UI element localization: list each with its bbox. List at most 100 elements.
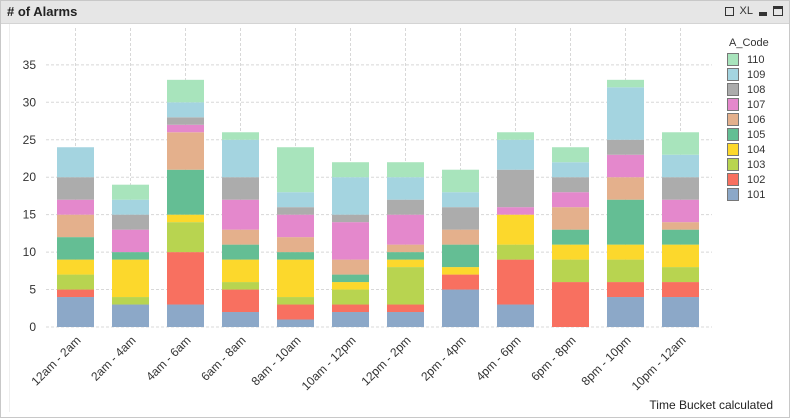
bar-segment-101[interactable] [57,297,94,327]
bar-segment-101[interactable] [442,289,479,327]
bar-stack[interactable] [222,132,259,327]
bar-stack[interactable] [332,162,369,327]
bar-segment-101[interactable] [277,319,314,327]
bar-segment-103[interactable] [57,274,94,290]
bar-segment-107[interactable] [662,199,699,223]
bar-segment-105[interactable] [167,169,204,215]
bar-stack[interactable] [552,147,589,327]
bar-segment-105[interactable] [112,252,149,260]
bar-segment-108[interactable] [277,207,314,215]
bar-segment-102[interactable] [277,304,314,320]
bar-segment-108[interactable] [332,214,369,223]
bar-segment-110[interactable] [167,79,204,103]
bar-segment-102[interactable] [222,289,259,313]
bar-segment-110[interactable] [662,132,699,155]
bar-segment-106[interactable] [387,244,424,253]
bar-segment-103[interactable] [112,297,149,305]
bar-segment-107[interactable] [222,199,259,230]
bar-segment-107[interactable] [57,199,94,215]
bar-segment-103[interactable] [332,289,369,305]
bar-segment-104[interactable] [167,214,204,223]
legend-item-110[interactable]: 110 [727,52,769,67]
minimize-icon[interactable] [759,12,767,16]
bar-segment-106[interactable] [607,177,644,200]
bar-segment-109[interactable] [57,147,94,178]
bar-segment-105[interactable] [277,252,314,260]
bar-segment-107[interactable] [112,229,149,253]
bar-segment-110[interactable] [442,169,479,193]
bar-segment-105[interactable] [662,229,699,245]
bar-segment-105[interactable] [57,237,94,260]
bar-segment-109[interactable] [277,192,314,208]
bar-segment-110[interactable] [112,184,149,200]
bar-segment-102[interactable] [552,282,589,327]
bar-segment-104[interactable] [112,259,149,298]
bar-segment-109[interactable] [442,192,479,208]
bar-stack[interactable] [607,79,644,327]
bar-segment-102[interactable] [57,289,94,298]
bar-stack[interactable] [167,79,204,327]
bar-segment-107[interactable] [387,214,424,245]
bar-segment-110[interactable] [387,162,424,178]
bar-segment-107[interactable] [497,207,534,215]
bar-segment-110[interactable] [332,162,369,178]
bar-segment-106[interactable] [167,132,204,170]
bar-segment-101[interactable] [607,297,644,327]
legend-item-106[interactable]: 106 [727,112,769,127]
legend-item-105[interactable]: 105 [727,127,769,142]
bar-segment-103[interactable] [222,282,259,290]
bar-segment-108[interactable] [552,177,589,193]
bar-segment-104[interactable] [442,267,479,275]
bar-segment-108[interactable] [387,199,424,215]
legend-item-101[interactable]: 101 [727,187,769,202]
bar-segment-104[interactable] [662,244,699,268]
bar-segment-105[interactable] [332,274,369,283]
bar-segment-104[interactable] [277,259,314,298]
legend-item-104[interactable]: 104 [727,142,769,157]
bar-segment-105[interactable] [442,244,479,268]
bar-stack[interactable] [662,132,699,327]
bar-segment-109[interactable] [662,154,699,178]
bar-segment-107[interactable] [277,214,314,238]
maximize-icon[interactable] [773,6,783,16]
bar-segment-109[interactable] [332,177,369,215]
bar-segment-106[interactable] [552,207,589,230]
bar-segment-109[interactable] [607,87,644,140]
bar-segment-104[interactable] [222,259,259,283]
bar-segment-108[interactable] [57,177,94,200]
bar-segment-106[interactable] [332,259,369,275]
bar-segment-107[interactable] [332,222,369,260]
bar-segment-104[interactable] [607,244,644,260]
excel-export-button[interactable]: XL [739,5,753,17]
bar-stack[interactable] [57,147,94,327]
bar-segment-101[interactable] [332,312,369,327]
legend-item-107[interactable]: 107 [727,97,769,112]
bar-segment-109[interactable] [552,162,589,178]
bar-segment-103[interactable] [552,259,589,283]
bar-segment-108[interactable] [112,214,149,230]
bar-segment-108[interactable] [442,207,479,230]
bar-segment-103[interactable] [662,267,699,283]
bar-segment-101[interactable] [222,312,259,327]
bar-stack[interactable] [277,147,314,327]
bar-segment-102[interactable] [442,274,479,290]
bar-segment-105[interactable] [607,199,644,245]
bar-segment-110[interactable] [222,132,259,140]
bar-segment-102[interactable] [662,282,699,298]
bar-segment-110[interactable] [607,79,644,88]
legend-item-103[interactable]: 103 [727,157,769,172]
bar-segment-106[interactable] [57,214,94,238]
legend-item-102[interactable]: 102 [727,172,769,187]
bar-segment-108[interactable] [497,169,534,208]
bar-segment-109[interactable] [497,139,534,170]
bar-segment-107[interactable] [607,154,644,178]
bar-segment-109[interactable] [112,199,149,215]
bar-segment-105[interactable] [222,244,259,260]
bar-segment-106[interactable] [222,229,259,245]
bar-segment-101[interactable] [497,304,534,327]
legend-item-108[interactable]: 108 [727,82,769,97]
bar-stack[interactable] [387,162,424,327]
bar-segment-103[interactable] [607,259,644,283]
bar-segment-104[interactable] [552,244,589,260]
bar-segment-103[interactable] [167,222,204,253]
